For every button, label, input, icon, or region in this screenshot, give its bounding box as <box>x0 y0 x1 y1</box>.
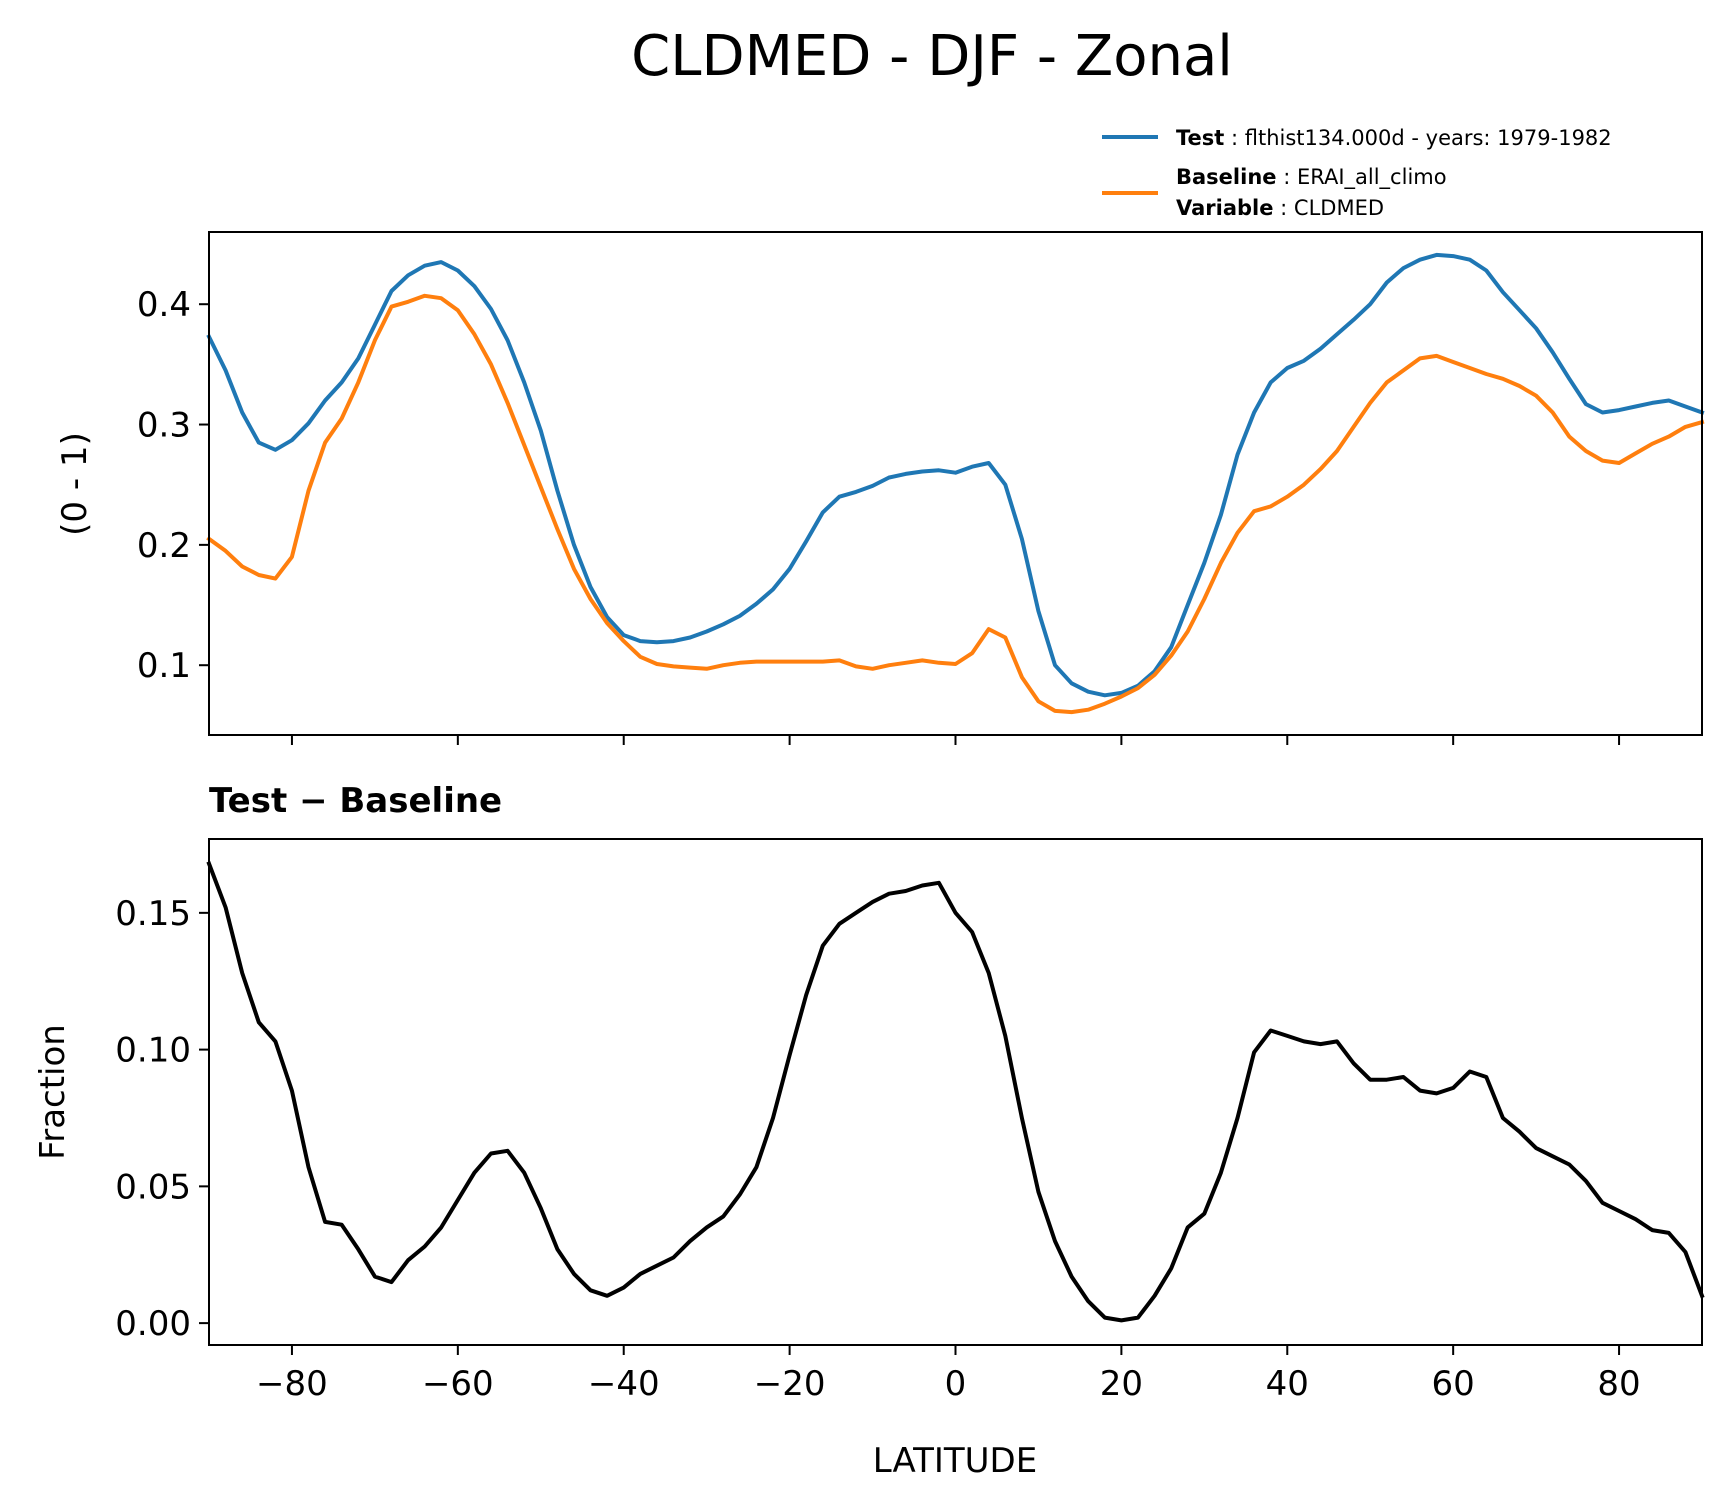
legend-baseline-text: Baseline : ERAI_all_climo <box>1176 165 1447 190</box>
top-y-tick-label: 0.3 <box>137 406 191 446</box>
bottom-y-ticks: 0.00 0.05 0.10 0.15 <box>115 894 209 1344</box>
legend-test-value: flthist134.000d - years: 1979-1982 <box>1245 126 1612 150</box>
bottom-x-axis-label: LATITUDE <box>873 1441 1037 1481</box>
top-y-ticks: 0.1 0.2 0.3 0.4 <box>137 285 209 686</box>
bottom-y-tick-label: 0.15 <box>115 894 191 934</box>
bottom-x-tick-label: 60 <box>1432 1364 1475 1404</box>
bottom-x-tick-label: −20 <box>754 1364 826 1404</box>
top-x-ticks <box>290 735 1621 745</box>
legend-baseline-label: Baseline <box>1176 165 1277 189</box>
top-y-tick-label: 0.4 <box>137 285 191 325</box>
legend-test-label: Test <box>1176 126 1224 150</box>
legend-variable-text: Variable : CLDMED <box>1176 196 1384 220</box>
bottom-series-group <box>206 861 1705 1323</box>
bottom-x-tick-label: 0 <box>945 1364 967 1404</box>
legend-variable-label: Variable <box>1176 196 1273 220</box>
legend-baseline-value: ERAI_all_climo <box>1297 165 1447 190</box>
bottom-x-tick-label: −80 <box>256 1364 328 1404</box>
bottom-series-line-test-baseline <box>206 861 1705 1323</box>
top-series-line-test <box>206 252 1705 698</box>
bottom-x-tick-label: 20 <box>1100 1364 1143 1404</box>
bottom-y-tick-label: 0.10 <box>115 1031 191 1071</box>
top-y-axis-label: (0 - 1) <box>55 432 95 536</box>
bottom-x-tick-label: 40 <box>1266 1364 1309 1404</box>
bottom-x-tick-label: −60 <box>422 1364 494 1404</box>
bottom-y-axis-label: Fraction <box>33 1024 73 1160</box>
top-panel: 0.1 0.2 0.3 0.4 (0 - 1) <box>55 231 1705 745</box>
bottom-x-tick-label: −40 <box>588 1364 660 1404</box>
figure-title: CLDMED - DJF - Zonal <box>631 24 1233 89</box>
legend-variable-value: CLDMED <box>1294 196 1384 220</box>
legend: Test : flthist134.000d - years: 1979-198… <box>1102 126 1612 220</box>
bottom-panel-title: Test − Baseline <box>209 781 502 821</box>
bottom-x-tick-label: 80 <box>1597 1364 1640 1404</box>
top-y-tick-label: 0.1 <box>137 646 191 686</box>
bottom-y-tick-label: 0.05 <box>115 1167 191 1207</box>
top-series-group <box>206 252 1705 715</box>
top-series-line-baseline <box>206 293 1705 715</box>
bottom-x-ticks: −80 −60 −40 −20 0 20 40 60 80 <box>256 1345 1641 1404</box>
legend-test-text: Test : flthist134.000d - years: 1979-198… <box>1176 126 1612 150</box>
bottom-panel: Test − Baseline 0.000.050.100.15 −80 −60−… <box>33 781 1705 1481</box>
bottom-y-tick-label: 0.00 <box>115 1304 191 1344</box>
top-y-tick-label: 0.2 <box>137 526 191 566</box>
